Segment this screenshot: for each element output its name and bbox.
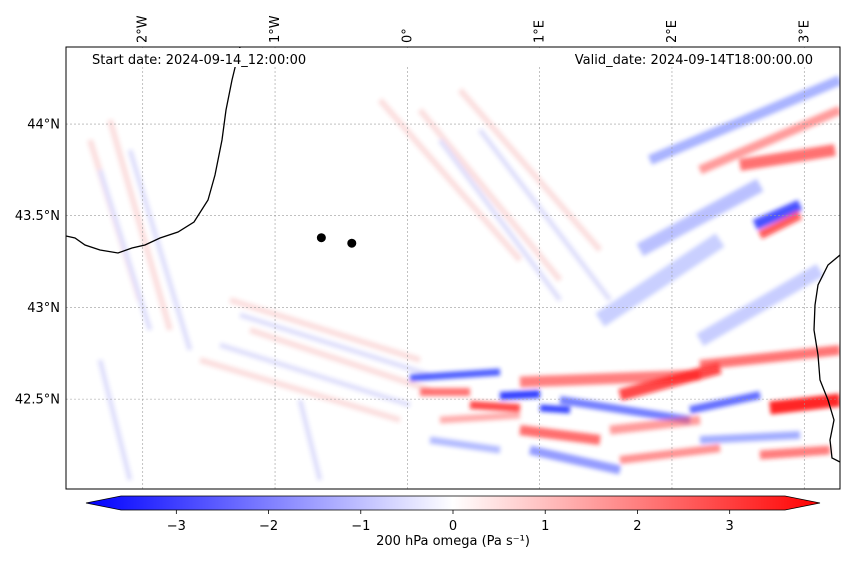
- omega-field: [87, 75, 840, 481]
- colorbar-tick-label: −2: [259, 519, 278, 534]
- annotation-band: [84, 48, 824, 67]
- latitude-label: 44°N: [27, 118, 60, 133]
- valid-date-label: Valid_date: 2024-09-14T18:00:00.00: [575, 53, 813, 68]
- colorbar-tick-label: −1: [351, 519, 370, 534]
- latitude-label: 42.5°N: [15, 393, 60, 408]
- map-panel: Start date: 2024-09-14_12:00:00 Valid_da…: [15, 15, 841, 490]
- longitude-label: 3°E: [797, 20, 812, 43]
- station-marker: [316, 233, 326, 243]
- latitude-labels: 44°N 43.5°N 43°N 42.5°N: [15, 118, 60, 408]
- colorbar-label: 200 hPa omega (Pa s⁻¹): [376, 534, 530, 549]
- latitude-label: 43.5°N: [15, 209, 60, 224]
- longitude-label: 2°E: [665, 20, 680, 43]
- colorbar-outline: [85, 495, 821, 511]
- coastlines: [66, 47, 840, 463]
- colorbar-tick-label: 3: [726, 519, 734, 534]
- station-markers: [316, 233, 357, 248]
- mediterranean-coastline: [813, 254, 840, 463]
- station-marker: [347, 238, 357, 248]
- longitude-labels: 2°W 1°W 0° 1°E 2°E 3°E: [136, 15, 813, 43]
- map-background: [66, 47, 840, 489]
- colorbar-gradient: [86, 496, 820, 510]
- longitude-label: 0°: [400, 28, 415, 43]
- colorbar-tick-label: −3: [167, 519, 186, 534]
- longitude-label: 1°E: [533, 20, 548, 43]
- colorbar-tick-label: 2: [633, 519, 641, 534]
- colorbar-tick-label: 0: [449, 519, 457, 534]
- colorbar-ticks: −3 −2 −1 0 1 2 3: [167, 510, 734, 534]
- start-date-label: Start date: 2024-09-14_12:00:00: [92, 53, 306, 68]
- colorbar-tick-label: 1: [541, 519, 549, 534]
- longitude-label: 2°W: [136, 15, 151, 43]
- atlantic-coastline: [66, 47, 241, 254]
- colorbar: −3 −2 −1 0 1 2 3 200 hPa omega (Pa s⁻¹): [85, 495, 821, 549]
- gridlines: [66, 47, 840, 489]
- longitude-label: 1°W: [268, 15, 283, 43]
- latitude-label: 43°N: [27, 301, 60, 316]
- map-frame: [65, 46, 841, 490]
